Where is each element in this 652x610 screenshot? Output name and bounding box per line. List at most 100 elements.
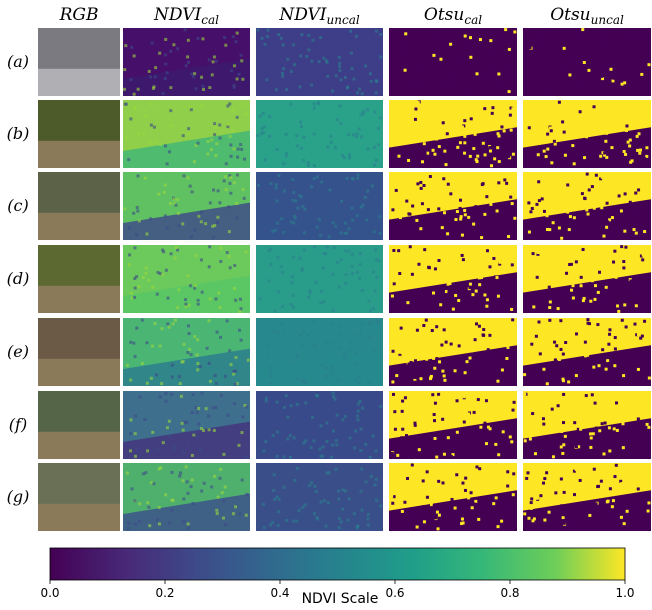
ndvi-speck (333, 246, 336, 249)
otsu-speck (463, 119, 466, 122)
otsu-speck (605, 226, 608, 229)
ndvi-speck (283, 456, 286, 459)
ndvi-speck (262, 449, 265, 452)
ndvi-speck (377, 259, 380, 262)
otsu-speck (637, 132, 640, 135)
otsu-speck (611, 374, 614, 377)
otsu-speck (541, 77, 544, 80)
ndvi-speck (364, 196, 367, 199)
otsu-speck (466, 360, 469, 363)
ndvi-speck (322, 266, 325, 269)
otsu-speck (561, 452, 564, 455)
ndvi-speck (195, 411, 198, 414)
ndvi-speck (277, 332, 280, 335)
ndvi-speck (282, 162, 285, 165)
otsu-speck (608, 65, 611, 68)
image-panel (38, 100, 120, 168)
otsu-speck (641, 258, 644, 261)
otsu-speck (450, 455, 453, 458)
otsu-speck (593, 468, 596, 471)
ndvi-speck (182, 360, 185, 363)
otsu-speck (433, 413, 436, 416)
ndvi-speck (182, 451, 185, 454)
ndvi-speck (261, 37, 264, 40)
otsu-speck (537, 112, 540, 115)
otsu-speck (499, 109, 502, 112)
ndvi-speck (157, 193, 160, 196)
ndvi-speck (210, 148, 213, 151)
otsu-speck (471, 463, 474, 466)
otsu-speck (494, 271, 497, 274)
otsu-speck (542, 504, 545, 507)
otsu-speck (452, 81, 455, 84)
photo-ground (38, 432, 120, 459)
ndvi-speck (336, 261, 339, 264)
otsu-speck (614, 329, 617, 332)
otsu-speck (463, 152, 466, 155)
ndvi-speck (286, 416, 289, 419)
otsu-speck (527, 255, 530, 258)
otsu-speck (648, 513, 651, 516)
otsu-speck (463, 421, 466, 424)
ndvi-speck (373, 348, 376, 351)
otsu-speck (629, 139, 632, 142)
ndvi-speck (373, 289, 376, 292)
otsu-speck (583, 109, 586, 112)
ndvi-speck (276, 148, 279, 151)
otsu-speck (548, 286, 551, 289)
ndvi-speck (205, 407, 208, 410)
image-panel (123, 172, 250, 240)
otsu-speck (603, 452, 606, 455)
otsu-speck (600, 480, 603, 483)
otsu-speck (546, 133, 549, 136)
ndvi-speck (189, 284, 192, 287)
ndvi-speck (372, 435, 375, 438)
otsu-speck (567, 519, 570, 522)
otsu-speck (605, 30, 608, 33)
ndvi-speck (228, 230, 231, 233)
otsu-speck (564, 435, 567, 438)
row-label: (g) (7, 487, 30, 506)
ndvi-speck (290, 220, 293, 223)
otsu-speck (476, 72, 479, 75)
ndvi-speck (166, 297, 169, 300)
otsu-speck (457, 299, 460, 302)
otsu-speck (549, 127, 552, 130)
otsu-speck (478, 283, 481, 286)
ndvi-speck (269, 382, 272, 385)
otsu-speck (459, 117, 462, 120)
otsu-speck (509, 114, 512, 117)
ndvi-speck (292, 306, 295, 309)
otsu-speck (390, 495, 393, 498)
ndvi-speck (323, 499, 326, 502)
image-panel (256, 391, 383, 459)
otsu-speck (500, 121, 503, 124)
ndvi-speck (367, 524, 370, 527)
otsu-speck (573, 216, 576, 219)
otsu-speck (445, 163, 448, 166)
ndvi-speck (351, 265, 354, 268)
photo-ground (38, 286, 120, 313)
otsu-speck (510, 308, 513, 311)
otsu-speck (414, 67, 417, 70)
otsu-speck (511, 512, 514, 515)
otsu-speck (560, 77, 563, 80)
ndvi-speck (148, 70, 151, 73)
otsu-speck (538, 320, 541, 323)
otsu-speck (636, 135, 639, 138)
otsu-speck (464, 404, 467, 407)
ndvi-speck (193, 431, 196, 434)
otsu-speck (647, 179, 650, 182)
otsu-speck (485, 195, 488, 198)
ndvi-speck (233, 402, 236, 405)
ndvi-speck (377, 127, 380, 130)
otsu-speck (573, 204, 576, 207)
ndvi-speck (296, 206, 299, 209)
image-panel (523, 391, 651, 459)
ndvi-speck (346, 85, 349, 88)
ndvi-speck (304, 503, 307, 506)
ndvi-speck (283, 190, 286, 193)
otsu-speck (596, 262, 599, 265)
otsu-speck (492, 257, 495, 260)
otsu-speck (477, 398, 480, 401)
